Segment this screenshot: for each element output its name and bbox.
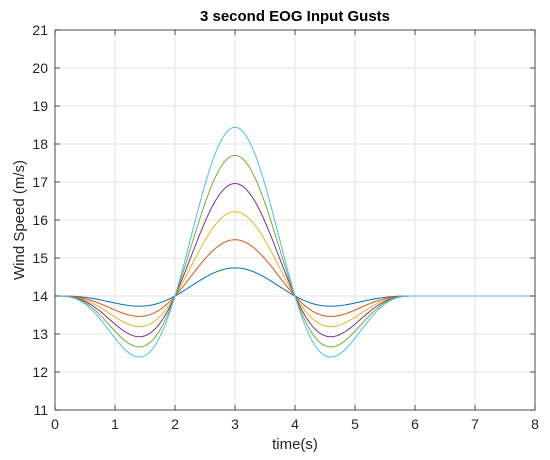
y-tick-label: 13 [32,326,48,342]
chart-title: 3 second EOG Input Gusts [200,8,390,25]
x-tick-label: 0 [51,416,59,432]
series-line-6 [55,126,535,358]
x-tick-label: 4 [291,416,299,432]
x-tick-label: 8 [531,416,539,432]
y-tick-label: 12 [32,364,48,380]
y-tick-label: 18 [32,136,48,152]
x-tick-label: 3 [231,416,239,432]
y-axis-label: Wind Speed (m/s) [11,160,28,280]
y-tick-label: 17 [32,174,48,190]
x-tick-label: 1 [111,416,119,432]
x-axis-label: time(s) [272,436,318,453]
y-tick-label: 20 [32,60,48,76]
x-tick-label: 7 [471,416,479,432]
y-tick-label: 15 [32,250,48,266]
x-tick-label: 2 [171,416,179,432]
y-tick-label: 11 [33,402,48,418]
x-tick-label: 6 [411,416,419,432]
y-tick-label: 19 [32,98,48,114]
series-layer [55,126,535,358]
x-tick-label: 5 [351,416,359,432]
y-tick-label: 14 [32,288,48,304]
y-tick-label: 16 [32,212,48,228]
y-tick-label: 21 [32,22,48,38]
